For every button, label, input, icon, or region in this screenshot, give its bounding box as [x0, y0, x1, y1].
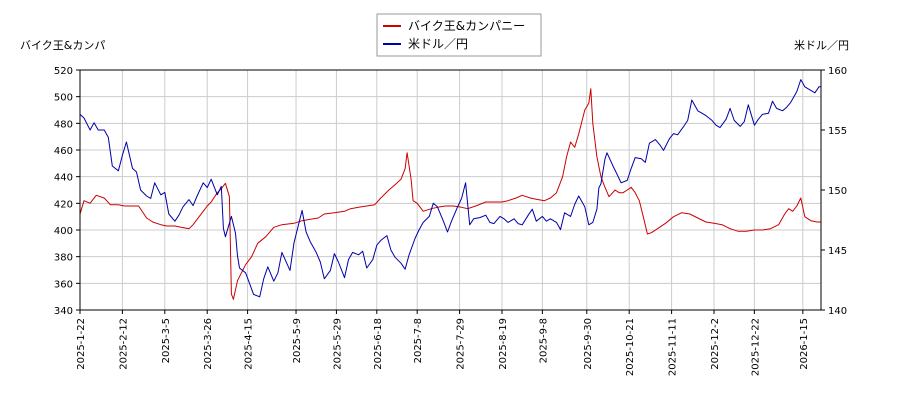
left-tick-label: 440	[54, 173, 73, 184]
x-tick-label: 2025-5-9	[292, 318, 303, 363]
left-tick-label: 420	[54, 199, 73, 210]
left-tick-label: 380	[54, 253, 73, 264]
x-tick-label: 2025-5-29	[332, 318, 343, 370]
left-tick-label: 500	[54, 93, 73, 104]
plot-frame	[79, 69, 822, 311]
right-tick-label: 140	[828, 306, 847, 317]
right-axis-ticks: 140 145 150 155 160	[821, 66, 847, 317]
x-axis-ticks: 2025-1-22 2025-2-12 2025-3-5 2025-3-26 2025-…	[76, 310, 810, 376]
legend-label-series-2: 米ドル／円	[408, 37, 468, 51]
right-tick-label: 160	[828, 66, 847, 77]
grid	[79, 69, 821, 311]
legend-box	[376, 13, 542, 57]
x-tick-label: 2025-12-22	[750, 318, 761, 376]
series-layer	[79, 79, 821, 300]
left-tick-label: 400	[54, 226, 73, 237]
series-line-1	[79, 88, 821, 300]
left-axis-title: バイク王&カンパ	[20, 39, 105, 52]
series-line-2	[79, 79, 821, 298]
left-tick-label: 460	[54, 146, 73, 157]
x-tick-label: 2025-10-21	[625, 318, 636, 376]
right-axis-title: 米ドル／円	[794, 39, 849, 52]
x-tick-label: 2025-7-8	[413, 318, 424, 363]
right-tick-label: 150	[828, 186, 847, 197]
legend-label-series-1: バイク王&カンパニー	[408, 19, 525, 33]
x-tick-label: 2025-1-22	[76, 318, 87, 370]
x-tick-label: 2025-8-19	[498, 318, 509, 370]
right-tick-label: 145	[828, 246, 847, 257]
x-tick-label: 2025-4-15	[244, 318, 255, 370]
left-tick-label: 480	[54, 119, 73, 130]
x-tick-label: 2025-9-30	[583, 318, 594, 370]
x-tick-label: 2025-3-5	[161, 318, 172, 363]
x-tick-label: 2025-12-2	[710, 318, 721, 370]
left-tick-label: 340	[54, 306, 73, 317]
right-tick-label: 155	[828, 126, 847, 137]
x-tick-label: 2025-11-11	[668, 318, 679, 376]
x-tick-label: 2025-7-29	[456, 318, 467, 370]
x-tick-label: 2026-1-15	[799, 318, 810, 370]
x-tick-label: 2025-3-26	[203, 318, 214, 370]
left-tick-label: 360	[54, 279, 73, 290]
left-axis-ticks: 340 360 380 400 420 440 460 480 500 520	[54, 66, 80, 317]
x-tick-label: 2025-2-12	[118, 318, 129, 370]
x-tick-label: 2025-9-8	[538, 318, 549, 363]
left-tick-label: 520	[54, 66, 73, 77]
x-tick-label: 2025-6-18	[373, 318, 384, 370]
legend: バイク王&カンパニー 米ドル／円	[376, 13, 542, 57]
